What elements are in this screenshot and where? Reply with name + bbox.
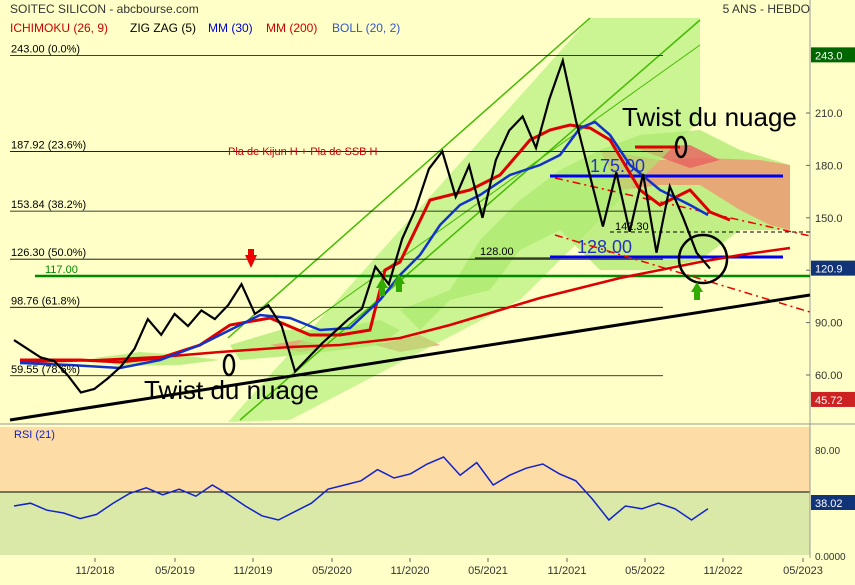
legend-item: ZIG ZAG (5)	[130, 21, 196, 35]
rsi-axis: 80.00 0.0000	[815, 446, 846, 563]
rsi-overbought-zone	[0, 427, 810, 492]
buy-arrow-2	[393, 274, 405, 292]
legend-item: ICHIMOKU (26, 9)	[10, 21, 108, 35]
time-tick-label: 05/2019	[155, 565, 195, 577]
rsi-oversold-zone	[0, 492, 810, 555]
channel-bottom-line	[239, 19, 701, 421]
price-tag-box	[811, 47, 855, 63]
channel-top-line	[227, 17, 591, 339]
price-tick-label: 150.0	[815, 213, 843, 225]
level-175-label: 175.00	[590, 156, 645, 176]
time-tick-label: 05/2023	[783, 565, 823, 577]
time-tick-label: 11/2019	[234, 565, 273, 577]
price-tag-label: 243.0	[815, 50, 843, 62]
kijun-ssb-note: Pla de Kijun H + Pla de SSB H	[228, 146, 378, 158]
long-term-support-line	[9, 293, 811, 422]
price-tag-box	[811, 260, 855, 276]
fibonacci-levels	[10, 54, 663, 377]
buy-arrow-1	[376, 278, 388, 296]
buy-arrow-3	[691, 282, 703, 300]
rsi-line	[13, 456, 709, 522]
rsi-last-label: 38.02	[815, 498, 843, 510]
indicator-legend: ICHIMOKU (26, 9) ZIG ZAG (5) MM (30) MM (20…	[10, 21, 400, 35]
fibonacci-labels: 243.00 (0.0%) 187.92 (23.6%) 153.84 (38.2%…	[11, 43, 86, 375]
highlight-circle	[677, 233, 729, 285]
legend-item: BOLL (20, 2)	[332, 21, 400, 35]
twist-label-bottom: Twist du nuage	[144, 375, 319, 405]
price-tag-label: 120.9	[815, 264, 843, 276]
fib-label: 98.76 (61.8%)	[11, 295, 80, 307]
fib-label: 59.55 (78.6%)	[11, 364, 80, 376]
fib-label: 126.30 (50.0%)	[11, 247, 86, 259]
price-tag-label: 45.72	[815, 395, 843, 407]
channel-mid-line	[299, 44, 701, 331]
time-tick-label: 05/2021	[468, 565, 508, 577]
twist-marker-top	[674, 135, 688, 159]
price-tick-label: 180.0	[815, 160, 843, 172]
mm30-line	[19, 120, 709, 370]
twist-label-top: Twist du nuage	[622, 102, 797, 132]
legend-item: MM (200)	[266, 21, 317, 35]
bear-channel-upper	[554, 177, 811, 237]
sell-arrow	[245, 249, 257, 268]
time-axis: 11/2018 05/2019 11/2019 05/2020 11/2020 05/20…	[76, 558, 823, 577]
fib-label: 187.92 (23.6%)	[11, 140, 86, 152]
level-128-blue-label: 128.00	[577, 237, 632, 257]
twist-marker-bottom	[222, 353, 236, 377]
chart-title: SOITEC SILICON - abcbourse.com	[10, 2, 199, 16]
price-tick-label: 60.00	[815, 370, 843, 382]
price-line	[13, 56, 711, 394]
time-tick-label: 05/2022	[625, 565, 665, 577]
time-tick-label: 11/2020	[391, 565, 430, 577]
chart-period: 5 ANS - HEBDO	[723, 2, 810, 16]
rsi-last-tag	[811, 495, 855, 510]
price-tag-box	[811, 391, 855, 407]
price-axis-bg	[810, 0, 855, 580]
rsi-tick-label: 80.00	[815, 446, 840, 457]
price-tick-label: 90.00	[815, 318, 843, 330]
rsi-label: RSI (21)	[14, 429, 55, 441]
rsi-tick-label: 0.0000	[815, 552, 846, 563]
level-128-label: 128.00	[480, 246, 514, 258]
fib-label: 153.84 (38.2%)	[11, 199, 86, 211]
price-tick-label: 210.0	[815, 108, 843, 120]
legend-item: MM (30)	[208, 21, 253, 35]
fib-label: 243.00 (0.0%)	[11, 43, 80, 55]
support-117-label: 117.00	[45, 264, 78, 276]
price-tags: 243.0 120.9 45.72	[811, 47, 855, 407]
time-tick-label: 05/2020	[312, 565, 352, 577]
time-tick-label: 11/2022	[704, 565, 743, 577]
time-tick-label: 11/2021	[548, 565, 587, 577]
time-tick-label: 11/2018	[76, 565, 115, 577]
